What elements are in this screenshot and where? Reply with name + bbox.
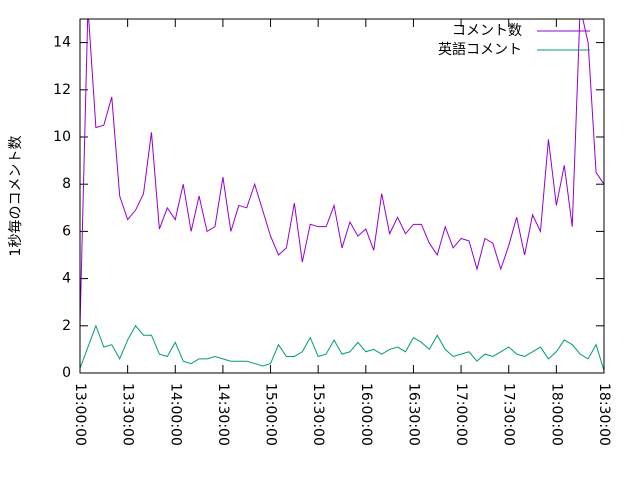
x-tick-label: 14:00:00 bbox=[167, 383, 183, 446]
y-tick-label: 14 bbox=[53, 35, 71, 51]
y-tick-label: 12 bbox=[53, 82, 71, 98]
x-tick-label: 16:30:00 bbox=[405, 383, 421, 446]
x-tick-label: 17:30:00 bbox=[501, 383, 517, 446]
x-tick-label: 18:30:00 bbox=[596, 383, 612, 446]
y-axis-label: 1秒毎のコメント数 bbox=[8, 136, 24, 257]
y-tick-label: 6 bbox=[62, 223, 71, 239]
x-tick-label: 16:00:00 bbox=[358, 383, 374, 446]
x-tick-label: 15:00:00 bbox=[263, 383, 279, 446]
x-tick-label: 14:30:00 bbox=[215, 383, 231, 446]
y-tick-label: 10 bbox=[53, 129, 71, 145]
x-tick-label: 17:00:00 bbox=[453, 383, 469, 446]
y-tick-label: 4 bbox=[62, 271, 71, 287]
x-tick-label: 18:00:00 bbox=[548, 383, 564, 446]
y-tick-label: 0 bbox=[62, 365, 71, 381]
plot-lines bbox=[80, 19, 604, 371]
x-tick-label: 13:30:00 bbox=[120, 383, 136, 446]
legend-label: 英語コメント bbox=[438, 41, 522, 58]
series-line bbox=[80, 19, 604, 326]
y-tick-label: 2 bbox=[62, 318, 71, 334]
x-tick-label: 15:30:00 bbox=[310, 383, 326, 446]
legend-label: コメント数 bbox=[452, 23, 522, 39]
x-tick-label: 13:00:00 bbox=[72, 383, 88, 446]
y-tick-label: 8 bbox=[62, 176, 71, 192]
series-line bbox=[80, 324, 604, 371]
plot-border bbox=[79, 18, 605, 374]
